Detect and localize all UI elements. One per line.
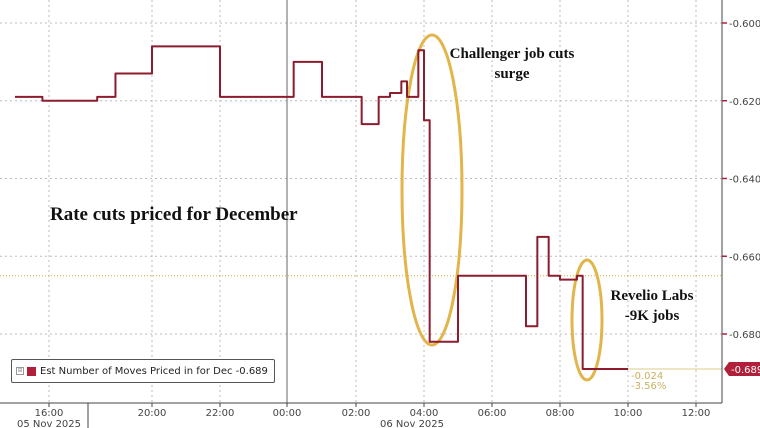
series-swatch: [27, 366, 36, 376]
svg-text:02:00: 02:00: [342, 408, 371, 419]
svg-text:-0.689: -0.689: [731, 365, 760, 376]
svg-text:08:00: 08:00: [546, 408, 575, 419]
value-badges: -0.689 -0.024-3.56%: [631, 361, 760, 392]
svg-text:20:00: 20:00: [138, 408, 167, 419]
svg-text:-0.620: -0.620: [729, 97, 760, 108]
legend[interactable]: ⊞ Est Number of Moves Priced in for Dec …: [11, 359, 275, 383]
svg-text:12:00: 12:00: [682, 408, 711, 419]
svg-text:-3.56%: -3.56%: [631, 381, 666, 392]
svg-text:Rate cuts priced for December: Rate cuts priced for December: [50, 204, 298, 225]
annotations: Rate cuts priced for December Challenger …: [50, 46, 694, 324]
svg-text:-0.640: -0.640: [729, 175, 760, 186]
axes: [0, 0, 723, 428]
svg-text:Challenger job cuts: Challenger job cuts: [450, 46, 575, 62]
svg-text:06 Nov 2025: 06 Nov 2025: [380, 419, 444, 428]
highlight-ellipses: [400, 33, 604, 382]
svg-text:-9K jobs: -9K jobs: [625, 308, 680, 324]
svg-text:surge: surge: [495, 66, 530, 82]
series-line: [15, 45, 628, 370]
svg-text:-0.680: -0.680: [729, 330, 760, 341]
svg-text:10:00: 10:00: [614, 408, 643, 419]
svg-text:-0.024: -0.024: [631, 371, 663, 382]
svg-text:05 Nov 2025: 05 Nov 2025: [17, 419, 81, 428]
svg-text:-0.660: -0.660: [729, 252, 760, 263]
svg-text:16:00: 16:00: [35, 408, 64, 419]
svg-text:22:00: 22:00: [206, 408, 235, 419]
x-axis-ticks: 16:00 20:00 22:00 00:00 02:00 04:00 06:00 08:00…: [17, 403, 710, 428]
legend-label: Est Number of Moves Priced in for Dec -0…: [40, 365, 268, 377]
expand-icon[interactable]: ⊞: [16, 367, 24, 375]
svg-text:-0.600: -0.600: [729, 19, 760, 30]
svg-text:06:00: 06:00: [478, 408, 507, 419]
svg-text:00:00: 00:00: [273, 408, 302, 419]
svg-text:04:00: 04:00: [410, 408, 439, 419]
y-axis-ticks: -0.600 -0.620 -0.640 -0.660 -0.680: [722, 19, 760, 341]
reference-line: [0, 275, 722, 370]
grid-lines: [0, 0, 722, 403]
svg-text:Revelio Labs: Revelio Labs: [611, 288, 694, 304]
